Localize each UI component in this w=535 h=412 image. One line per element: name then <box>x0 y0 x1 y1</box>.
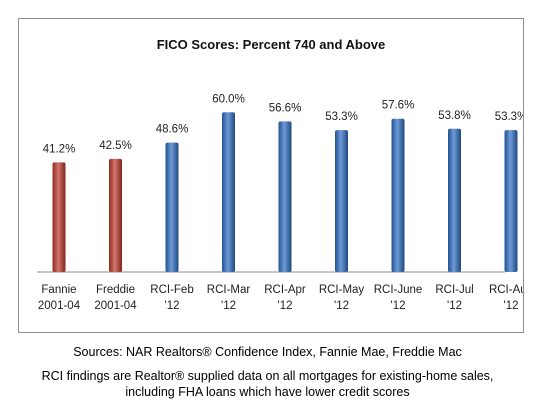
rci-note-line-1: RCI findings are Realtor® supplied data … <box>41 369 494 383</box>
chart-frame: FICO Scores: Percent 740 and Above 41.2%… <box>18 18 524 333</box>
x-tick-label: RCI-Feb '12 <box>150 284 193 312</box>
x-tick-label: RCI-Jul '12 <box>435 284 473 312</box>
value-label: 57.6% <box>382 100 415 112</box>
value-label: 53.3% <box>325 111 358 123</box>
x-tick-label: RCI-Apr '12 <box>264 284 306 312</box>
bar <box>165 142 179 272</box>
value-label: 42.5% <box>99 140 132 152</box>
value-label: 56.6% <box>269 102 302 114</box>
x-tick-label: Fannie 2001-04 <box>38 284 81 312</box>
value-labels-group: 41.2% 42.5% 48.6% 60.0% 56.6% 53.3% 57.6% 53.8%… <box>43 93 523 155</box>
value-label: 41.2% <box>43 143 76 155</box>
x-tick-label: RCI-Mar '12 <box>207 284 251 312</box>
bar <box>109 158 122 272</box>
value-label: 48.6% <box>156 124 189 136</box>
x-tick-label: RCI-Aug'12 <box>489 284 523 312</box>
bar <box>222 112 235 272</box>
bars-group <box>52 112 518 273</box>
value-label: 53.3% <box>495 111 523 123</box>
bar-chart: FICO Scores: Percent 740 and Above 41.2%… <box>37 37 523 312</box>
rci-note: RCI findings are Realtor® supplied data … <box>0 368 535 400</box>
bar <box>335 130 348 272</box>
x-tick-label: RCI-May '12 <box>319 284 365 312</box>
tick-labels-group: Fannie 2001-04 Freddie 2001-04 RCI-Feb '12 RCI… <box>38 284 523 312</box>
rci-note-line-2: including FHA loans which have lower cre… <box>125 385 410 399</box>
value-label: 53.8% <box>438 110 471 122</box>
bar <box>504 130 518 272</box>
value-label: 60.0% <box>212 93 245 105</box>
sources-note: Sources: NAR Realtors® Confidence Index,… <box>73 345 462 359</box>
bar <box>52 162 66 272</box>
x-tick-label: Freddie 2001-04 <box>94 284 137 312</box>
bar <box>448 128 461 272</box>
bar <box>278 121 292 272</box>
bar <box>391 118 405 273</box>
x-tick-label: RCI-June '12 <box>374 284 423 312</box>
chart-title: FICO Scores: Percent 740 and Above <box>157 37 386 52</box>
